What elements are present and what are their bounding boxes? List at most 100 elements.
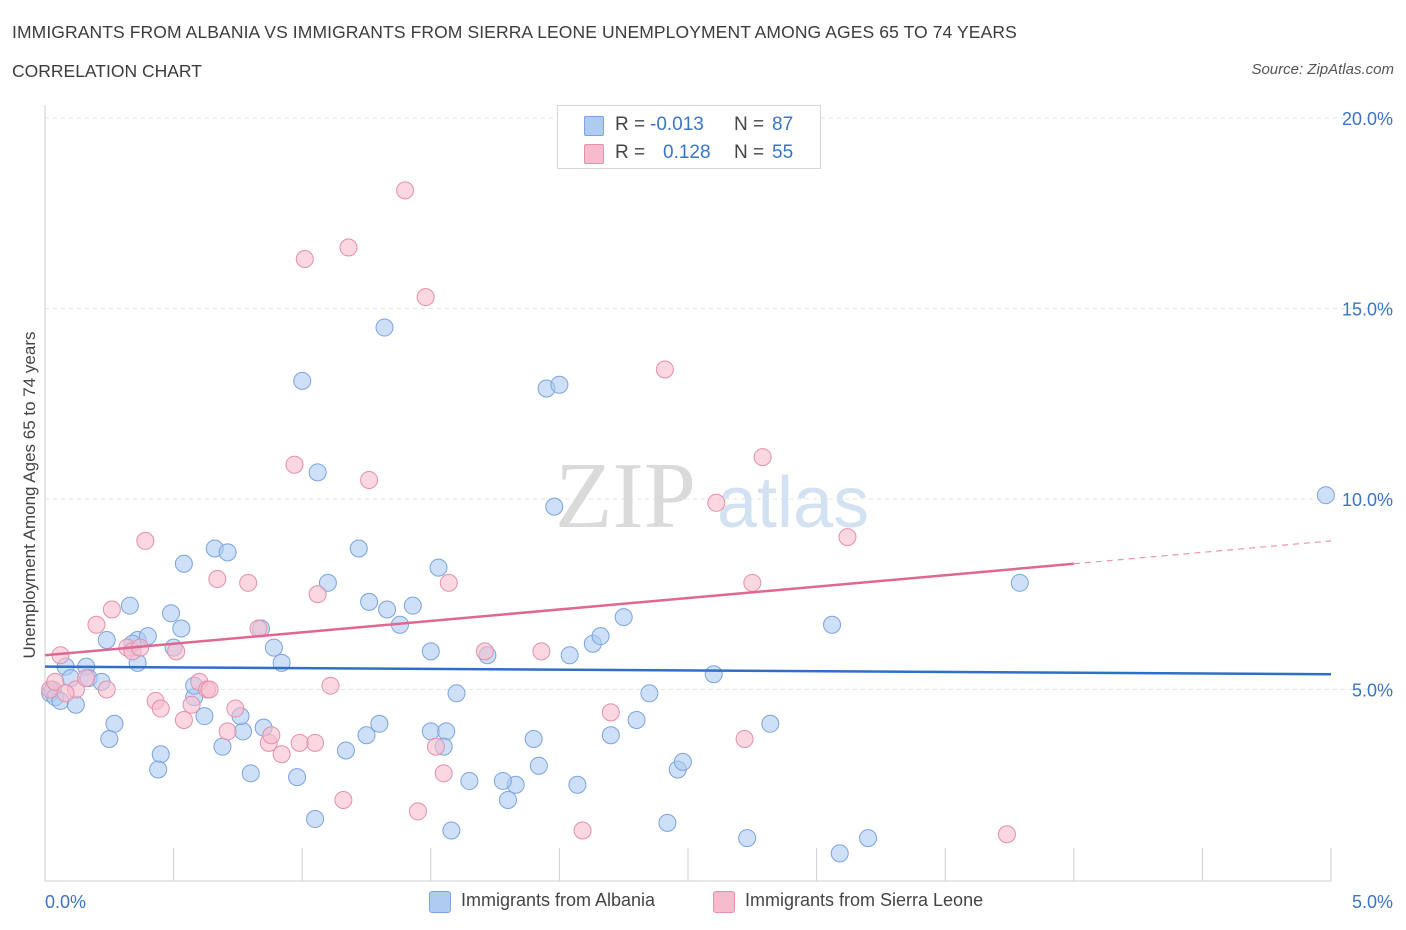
point-albania [264,638,283,657]
point-albania [447,684,466,703]
sierra-leone-n-value: 55 [772,142,794,163]
point-sierra-leone [306,733,325,752]
trend-line-sierra-leone [44,562,1074,657]
point-albania [100,730,119,749]
sierra-leone-r-label: R = [615,142,646,163]
point-sierra-leone [102,600,121,619]
point-sierra-leone [174,710,193,729]
point-sierra-leone [272,745,291,764]
point-albania [627,710,646,729]
point-albania [306,810,325,829]
point-albania [105,714,124,733]
point-albania [308,463,327,482]
point-sierra-leone [151,699,170,718]
point-albania [149,760,168,779]
point-sierra-leone [136,531,155,550]
point-albania [545,497,564,516]
point-sierra-leone [601,703,620,722]
point-sierra-leone [707,493,726,512]
point-albania [493,771,512,790]
point-albania [336,741,355,760]
y-tick-label: 10.0% [1342,490,1393,510]
albania-swatch [584,116,604,136]
point-sierra-leone [200,680,219,699]
point-albania [421,722,440,741]
point-albania [601,726,620,745]
point-sierra-leone [87,615,106,634]
point-albania [640,684,659,703]
point-sierra-leone [239,573,258,592]
y-axis-label: Unemployment Among Ages 65 to 74 years [20,331,39,659]
point-albania [378,600,397,619]
point-sierra-leone [434,764,453,783]
legend-label-sierra-leone: Immigrants from Sierra Leone [745,890,984,910]
point-sierra-leone [77,669,96,688]
point-albania [234,722,253,741]
point-albania [172,619,191,638]
point-albania [162,604,181,623]
x-tick-label-min: 0.0% [45,892,86,912]
point-sierra-leone [295,249,314,268]
point-albania [97,630,116,649]
legend-swatch-albania [429,891,451,913]
x-tick-label-max: 5.0% [1352,892,1393,912]
point-albania [704,665,723,684]
point-sierra-leone [182,695,201,714]
point-albania [761,714,780,733]
point-sierra-leone [321,676,340,695]
point-sierra-leone [167,642,186,661]
point-albania [375,318,394,337]
point-sierra-leone [218,722,237,741]
point-sierra-leone [285,455,304,474]
point-albania [349,539,368,558]
point-albania [120,596,139,615]
sierra-leone-n-label: N = [734,142,765,163]
albania-r-value: -0.013 [650,114,704,135]
point-albania [370,714,389,733]
point-sierra-leone [97,680,116,699]
albania-r-label: R = [615,114,646,135]
point-albania [560,646,579,665]
stats-box: R = -0.013 N = 87 R = 0.128 N = 55 [557,105,821,169]
legend-swatch-sierra-leone [713,891,735,913]
sierra-leone-r-value: 0.128 [663,142,711,163]
point-albania [195,707,214,726]
point-albania [614,608,633,627]
point-sierra-leone [339,238,358,257]
point-albania [673,752,692,771]
point-albania [403,596,422,615]
source-label: Source: ZipAtlas.com [1251,61,1394,78]
point-albania [429,558,448,577]
legend-label-albania: Immigrants from Albania [461,890,656,910]
point-albania [151,745,170,764]
point-albania [498,790,517,809]
point-sierra-leone [753,448,772,467]
point-sierra-leone [735,730,754,749]
chart-title: IMMIGRANTS FROM ALBANIA VS IMMIGRANTS FR… [12,22,1017,42]
point-albania [460,771,479,790]
point-albania [241,764,260,783]
point-sierra-leone [396,181,415,200]
point-albania [293,371,312,390]
data-points [41,181,1335,863]
point-sierra-leone [56,684,75,703]
point-albania [738,829,757,848]
point-albania [360,592,379,611]
point-albania [174,554,193,573]
y-tick-label: 20.0% [1342,109,1393,129]
point-sierra-leone [46,672,65,691]
chart-subtitle: CORRELATION CHART [12,61,202,81]
gridlines [45,117,1395,690]
point-albania [591,627,610,646]
trend-line-albania [44,665,1332,676]
sierra-leone-swatch [584,144,604,164]
point-sierra-leone [655,360,674,379]
point-sierra-leone [290,733,309,752]
point-albania [568,775,587,794]
tick-labels: 5.0% 10.0% 15.0% 20.0% 0.0% 5.0% [45,109,1393,912]
point-albania [823,615,842,634]
point-sierra-leone [308,585,327,604]
point-albania [421,642,440,661]
point-sierra-leone [226,699,245,718]
